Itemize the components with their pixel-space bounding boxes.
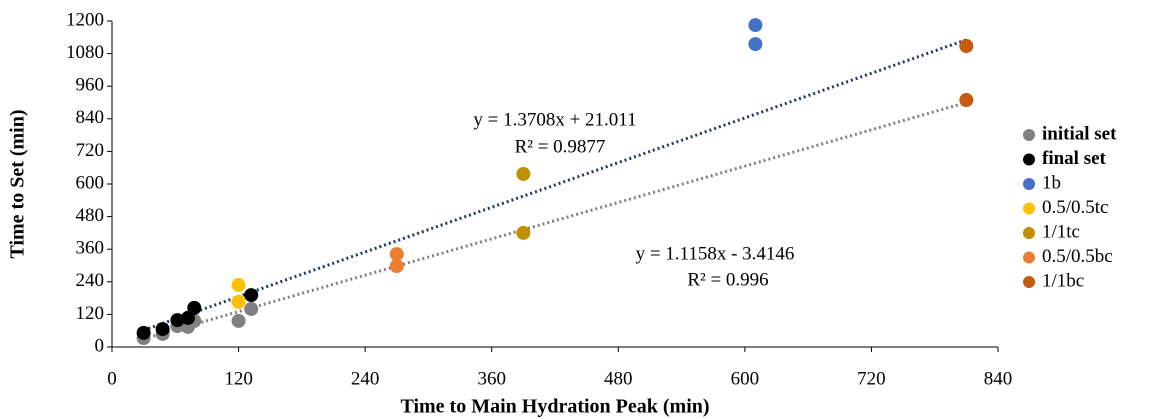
point [516,225,531,240]
x-tick-label: 600 [731,368,760,389]
x-tick-label: 720 [857,368,886,389]
x-axis-title: Time to Main Hydration Peak (min) [400,396,709,418]
y-tick-label: 360 [76,238,105,259]
point [170,313,185,328]
legend-label: 1/1bc [1042,270,1084,291]
x-tick-label: 0 [107,368,117,389]
trend-r2: R² = 0.996 [687,269,768,290]
x-tick-label: 360 [477,368,506,389]
point [187,300,202,315]
legend-marker [1023,153,1035,166]
y-tick-label: 1200 [66,9,104,30]
y-tick-label: 600 [76,172,105,193]
legend-marker [1023,251,1035,264]
point [136,325,151,340]
y-tick-label: 480 [76,205,105,226]
point [389,247,404,262]
legend-label: initial set [1042,123,1117,144]
trendline [143,38,967,332]
y-tick-label: 960 [76,75,105,96]
trend-equation: y = 1.1158x - 3.4146 [636,243,795,264]
legend-label: final set [1042,148,1107,169]
point [516,166,531,181]
x-tick-label: 480 [604,368,633,389]
legend-marker [1023,227,1035,239]
legend-label: 1/1tc [1042,221,1080,242]
point [231,313,246,328]
point [244,288,259,303]
legend-label: 0.5/0.5tc [1042,197,1109,218]
point [180,310,195,325]
point [748,18,763,33]
legend-marker [1023,202,1035,215]
point [231,294,246,309]
trend-r2: R² = 0.9877 [515,136,606,157]
legend-marker [1023,276,1035,288]
point [389,259,404,274]
legend-label: 0.5/0.5bc [1042,246,1113,267]
x-tick-label: 840 [984,368,1013,389]
y-tick-label: 1080 [66,42,104,63]
x-tick-label: 120 [224,368,253,389]
y-tick-label: 120 [76,303,105,324]
y-tick-label: 0 [95,335,105,356]
point [959,93,974,108]
point [748,37,763,52]
x-tick-label: 240 [351,368,380,389]
legend-marker [1023,178,1035,190]
legend-marker [1023,129,1035,141]
point [155,322,170,337]
y-axis-title: Time to Set (min) [7,109,29,258]
point [959,38,974,53]
y-tick-label: 240 [76,270,105,291]
trend-equation: y = 1.3708x + 21.011 [473,109,636,130]
y-tick-label: 720 [76,140,105,161]
legend-label: 1b [1042,172,1061,193]
y-tick-label: 840 [76,107,105,128]
point [231,278,246,293]
point [244,301,259,316]
